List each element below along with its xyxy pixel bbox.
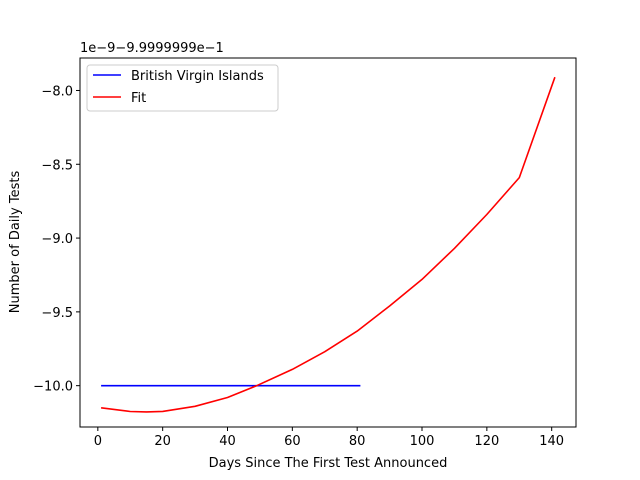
plot-area	[100, 76, 556, 413]
x-axis-label: Days Since The First Test Announced	[209, 456, 448, 471]
y-tick-label: −8.5	[41, 158, 73, 173]
legend-label-british-virgin-islands: British Virgin Islands	[131, 69, 264, 84]
y-tick-label: −9.0	[41, 232, 73, 247]
y-tick-label: −8.0	[41, 84, 73, 99]
y-axis-offset-text: 1e−9−9.9999999e−1	[80, 41, 224, 56]
x-tick-label: 140	[539, 434, 564, 449]
x-tick-label: 0	[94, 434, 102, 449]
y-tick-label: −10.0	[33, 380, 73, 395]
x-tick-label: 100	[410, 434, 435, 449]
axes-frame	[79, 57, 577, 428]
x-tick-label: 80	[349, 434, 366, 449]
x-tick-label: 60	[284, 434, 301, 449]
series-line-fit	[100, 76, 556, 413]
x-axis-ticks: 0 20 40 60 80 100 120 140	[94, 427, 564, 449]
legend-box	[86, 64, 279, 112]
y-axis-ticks: −10.0 −9.5 −9.0 −8.5 −8.0	[33, 84, 80, 395]
x-tick-label: 120	[474, 434, 499, 449]
legend-label-fit: Fit	[131, 91, 146, 106]
y-tick-label: −9.5	[41, 306, 73, 321]
legend: British Virgin Islands Fit	[86, 64, 279, 112]
y-axis-label: Number of Daily Tests	[8, 171, 23, 314]
x-tick-label: 40	[219, 434, 236, 449]
x-tick-label: 20	[154, 434, 171, 449]
